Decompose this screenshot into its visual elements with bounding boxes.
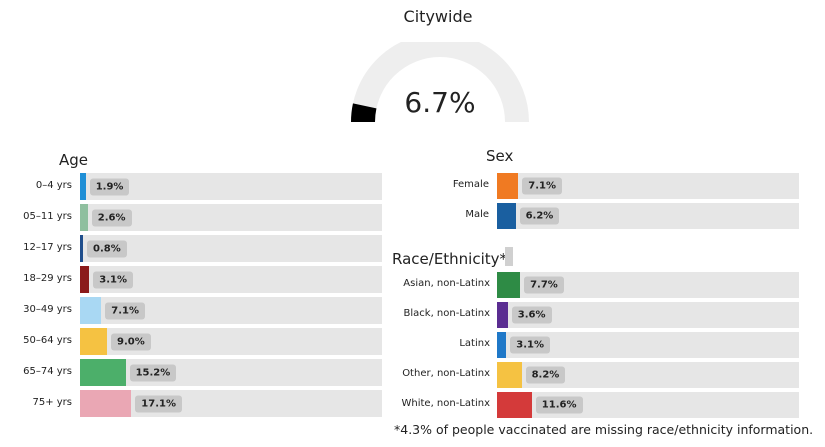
age-bar [80,359,126,386]
age-row-label: 12–17 yrs [23,241,72,253]
gauge-track [351,42,529,123]
footnote: *4.3% of people vaccinated are missing r… [394,422,814,437]
race-row-label: Asian, non-Latinx [403,278,490,289]
age-value-label: 1.9% [89,178,130,195]
race-bar-track: 11.6% [497,392,799,418]
age-value-label: 15.2% [129,364,177,381]
age-bar-track: 9.0% [80,328,382,355]
race-bar [497,302,508,328]
race-bar [497,392,532,418]
race-title-marker [505,247,513,266]
sex-title: Sex [486,147,514,165]
age-bar [80,328,107,355]
race-bar-track: 7.7% [497,272,799,298]
age-bar [80,266,90,293]
race-value-label: 3.6% [511,306,552,324]
age-bar-track: 15.2% [80,359,382,386]
age-bar-track: 0.8% [80,235,382,262]
age-row-label: 0–4 yrs [35,179,72,191]
age-title: Age [59,151,89,169]
race-row-label: Other, non-Latinx [402,368,490,379]
race-row-label: Black, non-Latinx [403,308,490,319]
race-bar-track: 3.1% [497,332,799,358]
race-bar [497,362,522,388]
age-bar [80,235,83,262]
age-row-label: 65–74 yrs [23,365,72,377]
age-bar [80,204,88,231]
gauge-value: 6.7% [404,86,476,119]
race-bar [497,332,507,358]
age-row-label: 75+ yrs [32,396,72,408]
age-bar-track: 1.9% [80,173,382,200]
age-bar-track: 17.1% [80,390,382,417]
gauge-chart [351,42,529,123]
gauge-fill [351,103,377,123]
age-value-label: 7.1% [105,302,146,319]
age-bar-track: 7.1% [80,297,382,324]
age-value-label: 2.6% [91,209,132,226]
race-bar-track: 3.6% [497,302,799,328]
race-row-label: Latinx [459,338,490,349]
age-value-label: 9.0% [111,333,151,350]
age-value-label: 3.1% [93,271,134,288]
sex-bar-track: 7.1% [497,173,799,199]
race-bar-track: 8.2% [497,362,799,388]
age-bar [80,390,132,417]
race-bar [497,272,521,298]
race-title: Race/Ethnicity* [392,250,508,268]
gauge-title: Citywide [403,7,473,26]
race-value-label: 11.6% [535,396,583,414]
age-row-label: 18–29 yrs [23,272,72,284]
age-value-label: 17.1% [135,395,182,412]
age-row-label: 50–64 yrs [23,334,72,346]
race-value-label: 8.2% [525,366,566,384]
sex-bar [497,173,519,199]
sex-row-label: Male [465,209,489,220]
sex-bar [497,203,516,229]
sex-value-label: 6.2% [519,207,560,225]
age-bar [80,297,102,324]
sex-row-label: Female [452,179,489,190]
race-row-label: White, non-Latinx [401,398,491,409]
age-bar-track: 2.6% [80,204,382,231]
age-row-label: 05–11 yrs [23,210,72,222]
sex-bar-track: 6.2% [497,203,799,229]
sex-value-label: 7.1% [522,177,563,195]
age-bar-track: 3.1% [80,266,382,293]
race-value-label: 3.1% [510,336,551,354]
race-value-label: 7.7% [524,276,564,294]
age-row-label: 30–49 yrs [23,303,72,315]
age-bar [80,173,86,200]
age-value-label: 0.8% [87,240,127,257]
